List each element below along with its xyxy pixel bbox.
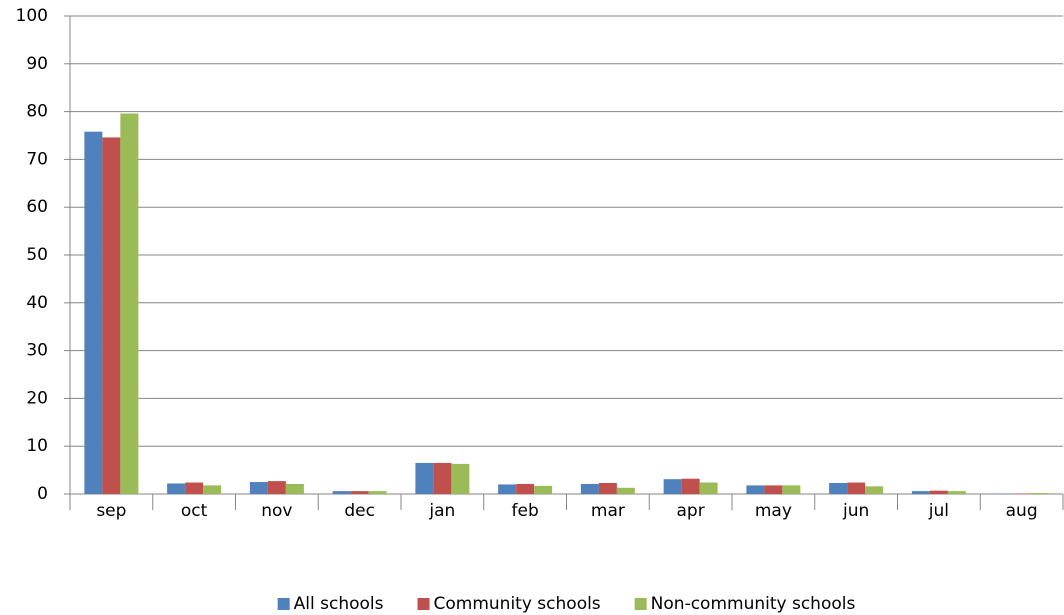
bar bbox=[699, 482, 718, 494]
bar bbox=[332, 491, 351, 494]
legend-swatch bbox=[634, 598, 647, 610]
bar bbox=[120, 113, 139, 495]
bar bbox=[415, 462, 434, 494]
bar bbox=[203, 485, 222, 494]
bar bbox=[580, 483, 599, 494]
bar bbox=[1030, 493, 1049, 494]
bar bbox=[947, 491, 966, 494]
bar bbox=[865, 486, 884, 494]
bar bbox=[84, 131, 103, 494]
x-tick-label: mar bbox=[591, 501, 625, 521]
bar bbox=[267, 481, 286, 494]
bar bbox=[616, 487, 635, 494]
bar bbox=[911, 491, 930, 494]
bar bbox=[102, 137, 121, 495]
y-tick-label: 10 bbox=[26, 436, 48, 456]
x-tick-label: may bbox=[755, 501, 792, 521]
bar bbox=[185, 482, 204, 494]
x-tick-label: feb bbox=[512, 501, 539, 521]
x-tick-label: sep bbox=[96, 501, 126, 521]
bar bbox=[534, 485, 553, 494]
x-tick-label: oct bbox=[181, 501, 208, 521]
bar bbox=[829, 483, 848, 494]
bar bbox=[249, 482, 268, 494]
x-tick-label: nov bbox=[261, 501, 292, 521]
x-tick-label: jun bbox=[842, 501, 869, 521]
bar bbox=[167, 483, 186, 494]
bar bbox=[663, 479, 682, 494]
x-tick-label: jan bbox=[428, 501, 455, 521]
bar bbox=[368, 491, 387, 494]
y-tick-label: 50 bbox=[26, 245, 48, 265]
y-tick-label: 80 bbox=[26, 102, 48, 122]
bar bbox=[764, 485, 783, 494]
x-tick-label: apr bbox=[677, 501, 705, 521]
bar bbox=[285, 483, 304, 494]
bar bbox=[516, 483, 535, 494]
legend-label: Community schools bbox=[434, 594, 601, 614]
bar bbox=[746, 485, 765, 494]
x-tick-label: jul bbox=[928, 501, 949, 521]
y-tick-label: 0 bbox=[37, 484, 48, 504]
y-tick-label: 20 bbox=[26, 388, 48, 408]
bar bbox=[451, 463, 470, 494]
y-tick-label: 60 bbox=[26, 197, 48, 217]
y-tick-label: 100 bbox=[16, 6, 48, 26]
legend-label: Non-community schools bbox=[651, 594, 856, 614]
x-tick-label: aug bbox=[1006, 501, 1038, 521]
y-tick-label: 30 bbox=[26, 341, 48, 361]
bar bbox=[681, 478, 700, 494]
y-tick-label: 70 bbox=[26, 149, 48, 169]
bar bbox=[598, 483, 617, 494]
y-tick-label: 40 bbox=[26, 293, 48, 313]
bar bbox=[929, 490, 948, 494]
legend-swatch bbox=[277, 598, 290, 610]
legend-swatch bbox=[417, 598, 430, 610]
bar bbox=[847, 482, 866, 494]
bar bbox=[498, 484, 517, 494]
bar bbox=[350, 491, 369, 494]
x-tick-label: dec bbox=[344, 501, 375, 521]
y-tick-label: 90 bbox=[26, 54, 48, 74]
bar bbox=[433, 462, 452, 494]
bar bbox=[782, 485, 801, 494]
legend-label: All schools bbox=[294, 594, 384, 614]
